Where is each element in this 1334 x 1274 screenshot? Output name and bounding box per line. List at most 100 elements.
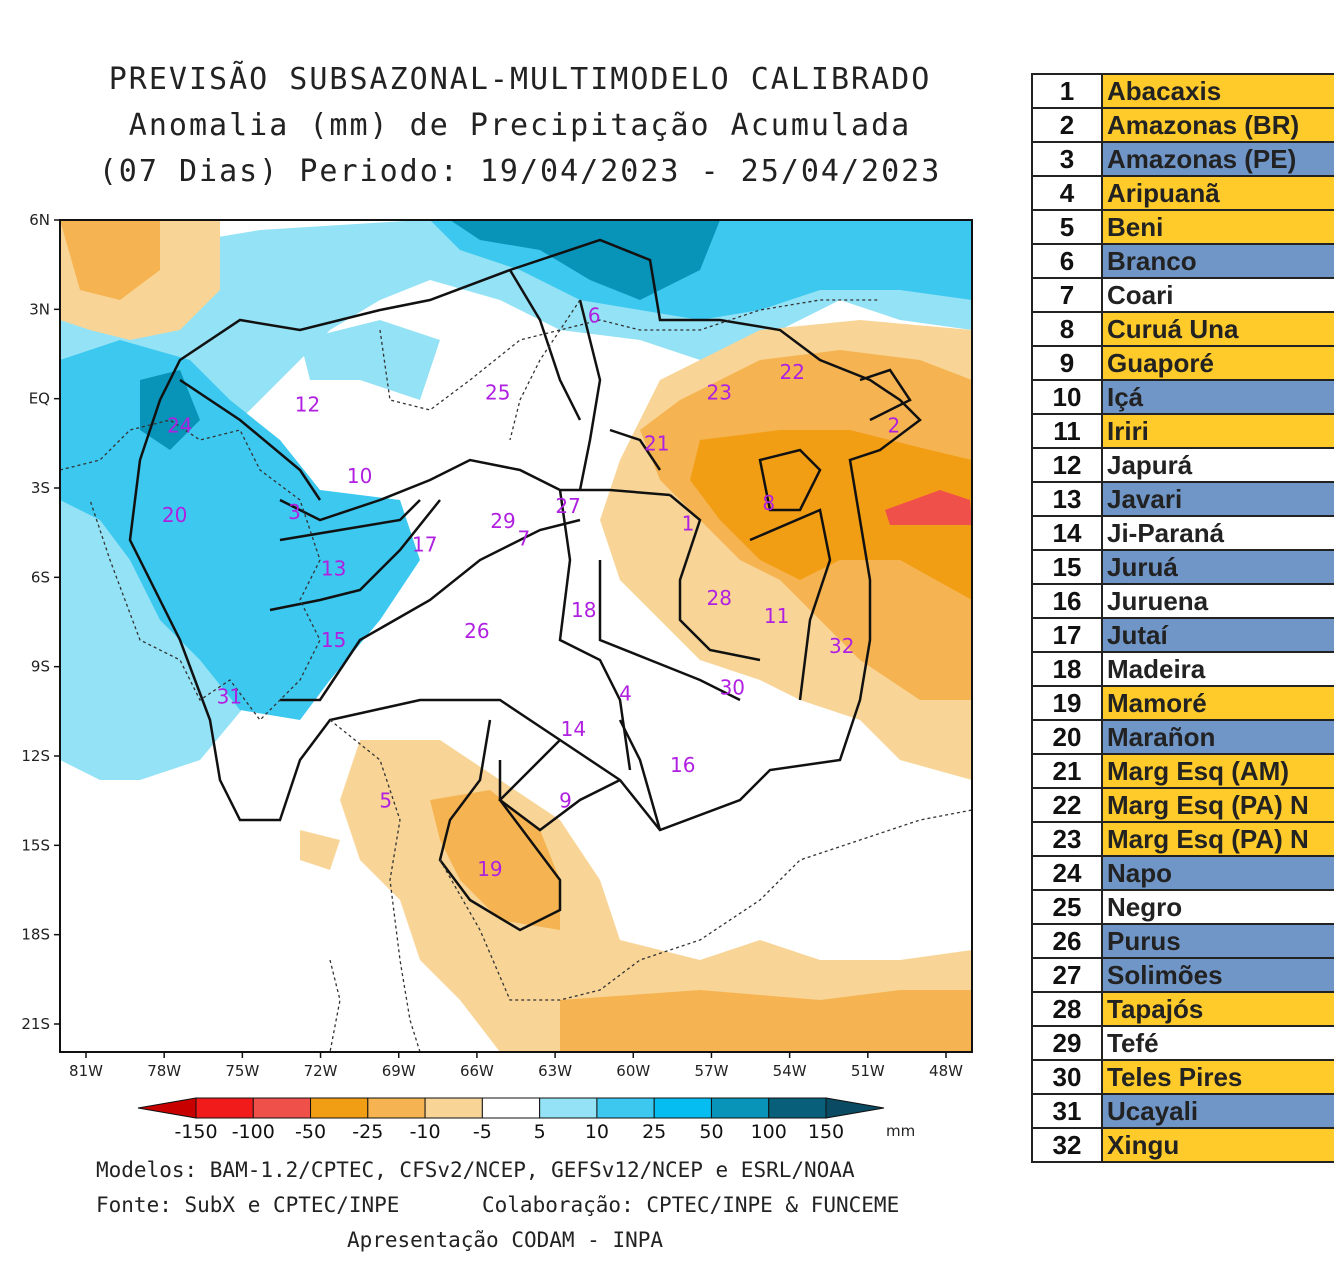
- legend-basin-number: 32: [1031, 1127, 1103, 1163]
- lon-tick-label: 75W: [225, 1062, 259, 1080]
- basin-label-21: 21: [644, 431, 669, 455]
- legend-basin-number: 1: [1031, 73, 1103, 109]
- basin-label-22: 22: [780, 360, 805, 384]
- legend-basin-number: 25: [1031, 889, 1103, 925]
- basin-label-6: 6: [588, 303, 601, 327]
- anomaly-10-25-area: [60, 220, 972, 780]
- legend-basin-number: 29: [1031, 1025, 1103, 1061]
- legend-basin-number: 23: [1031, 821, 1103, 857]
- legend-basin-name: Amazonas (BR): [1101, 107, 1334, 143]
- legend-row: 16 Juruena: [1031, 583, 1334, 619]
- basin-label-17: 17: [412, 533, 437, 557]
- colorbar-label: -25: [352, 1121, 383, 1143]
- legend-basin-name: Purus: [1101, 923, 1334, 959]
- colorbar-label: -50: [295, 1121, 326, 1143]
- colorbar-label: -100: [232, 1121, 275, 1143]
- basin-label-27: 27: [555, 494, 580, 518]
- legend-basin-number: 10: [1031, 379, 1103, 415]
- colorbar-unit: mm: [886, 1122, 915, 1140]
- boundary-line: [669, 494, 761, 662]
- legend-row: 7 Coari: [1031, 277, 1334, 313]
- latitude-axis: 6N 3N EQ 3S 6S 9S 12S 15S 18S 21S: [21, 211, 60, 1033]
- anomaly-minus-100-area-east: [885, 490, 972, 525]
- border-line: [329, 719, 421, 1052]
- legend-row: 28 Tapajós: [1031, 991, 1334, 1027]
- legend-basin-number: 21: [1031, 753, 1103, 789]
- footer-models: Modelos: BAM-1.2/CPTEC, CFSv2/NCEP, GEFS…: [96, 1158, 855, 1182]
- basin-label-26: 26: [464, 619, 489, 643]
- legend-basin-number: 15: [1031, 549, 1103, 585]
- basin-label-8: 8: [762, 491, 775, 515]
- legend-basin-number: 26: [1031, 923, 1103, 959]
- anomaly-10-25-area-center: [300, 320, 440, 400]
- curua-una-basin: [758, 448, 822, 512]
- legend-basin-number: 3: [1031, 141, 1103, 177]
- basin-label-18: 18: [571, 598, 596, 622]
- legend-basin-number: 27: [1031, 957, 1103, 993]
- legend-basin-number: 31: [1031, 1093, 1103, 1129]
- anomaly-minus-25-area-south-edge: [560, 990, 972, 1052]
- basin-label-2: 2: [888, 413, 901, 437]
- legend-basin-number: 19: [1031, 685, 1103, 721]
- map-title-line1: PREVISÃO SUBSAZONAL-MULTIMODELO CALIBRAD…: [108, 62, 932, 97]
- amazon-basin-outline: [128, 238, 922, 832]
- lat-tick-label: 15S: [21, 836, 50, 854]
- boundary-line: [438, 719, 562, 932]
- lon-tick-label: 54W: [773, 1062, 807, 1080]
- legend-basin-number: 17: [1031, 617, 1103, 653]
- border-line: [60, 419, 321, 721]
- legend-row: 9 Guaporé: [1031, 345, 1334, 381]
- basin-label-28: 28: [707, 586, 732, 610]
- basin-label-23: 23: [707, 381, 732, 405]
- legend-row: 5 Beni: [1031, 209, 1334, 245]
- legend-basin-number: 22: [1031, 787, 1103, 823]
- legend-row: 30 Teles Pires: [1031, 1059, 1334, 1095]
- legend-basin-name: Curuá Una: [1101, 311, 1334, 347]
- legend-basin-name: Marg Esq (PA) N: [1101, 787, 1334, 823]
- anomaly-minus-25-area-south: [430, 790, 560, 930]
- basin-label-30: 30: [720, 676, 745, 700]
- colorbar-label: 50: [699, 1121, 723, 1143]
- legend-row: 8 Curuá Una: [1031, 311, 1334, 347]
- border-line: [329, 959, 341, 1052]
- legend-basin-name: Marañon: [1101, 719, 1334, 755]
- legend-basin-number: 20: [1031, 719, 1103, 755]
- lat-tick-label: EQ: [29, 390, 50, 408]
- basin-label-16: 16: [670, 753, 695, 777]
- boundary-line: [598, 560, 741, 702]
- colorbar-segment: [596, 1097, 655, 1119]
- map-title-line3: (07 Dias) Periodo: 19/04/2023 - 25/04/20…: [98, 154, 942, 189]
- colorbar-label: -10: [410, 1121, 441, 1143]
- boundary-line: [578, 299, 602, 491]
- basin-label-5: 5: [379, 789, 392, 813]
- map-frame: [59, 219, 973, 1053]
- legend-basin-name: Amazonas (PE): [1101, 141, 1334, 177]
- legend-basin-name: Negro: [1101, 889, 1334, 925]
- lon-tick-label: 48W: [929, 1062, 963, 1080]
- colorbar-label: 10: [585, 1121, 609, 1143]
- lon-tick-label: 60W: [616, 1062, 650, 1080]
- legend-basin-name: Napo: [1101, 855, 1334, 891]
- legend-basin-number: 12: [1031, 447, 1103, 483]
- legend-basin-name: Mamoré: [1101, 685, 1334, 721]
- legend-basin-name: Aripuanã: [1101, 175, 1334, 211]
- colorbar-segment: [252, 1097, 312, 1119]
- lat-tick-label: 12S: [21, 747, 50, 765]
- colorbar-segment: [768, 1097, 827, 1119]
- legend-row: 13 Javari: [1031, 481, 1334, 517]
- lat-tick-label: 18S: [21, 926, 50, 944]
- colorbar-segment: [367, 1097, 426, 1119]
- basin-label-19: 19: [477, 857, 502, 881]
- legend-basin-name: Juruena: [1101, 583, 1334, 619]
- colorbar-label: 25: [642, 1121, 666, 1143]
- legend-row: 21 Marg Esq (AM): [1031, 753, 1334, 789]
- legend-row: 26 Purus: [1031, 923, 1334, 959]
- basin-label-11: 11: [764, 604, 789, 628]
- legend-basin-number: 9: [1031, 345, 1103, 381]
- lon-tick-label: 51W: [851, 1062, 885, 1080]
- lat-tick-label: 6N: [29, 211, 50, 229]
- colorbar-max-arrow: [825, 1097, 885, 1119]
- legend-row: 12 Japurá: [1031, 447, 1334, 483]
- legend-row: 23 Marg Esq (PA) N: [1031, 821, 1334, 857]
- legend-basin-number: 16: [1031, 583, 1103, 619]
